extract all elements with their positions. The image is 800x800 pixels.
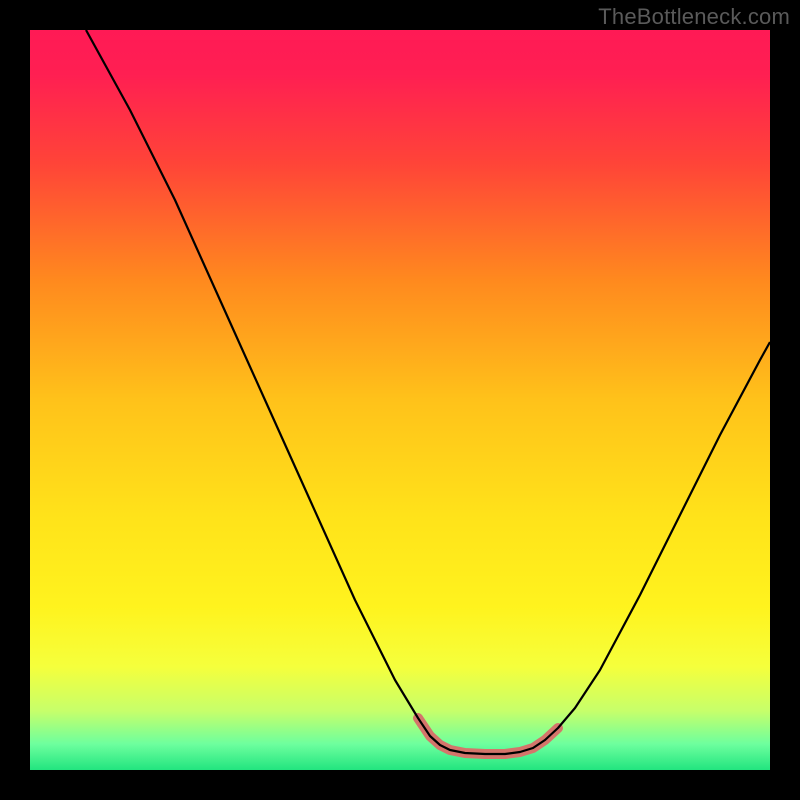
bottleneck-chart: [0, 0, 800, 800]
watermark-label: TheBottleneck.com: [598, 4, 790, 30]
plot-gradient: [30, 30, 770, 770]
